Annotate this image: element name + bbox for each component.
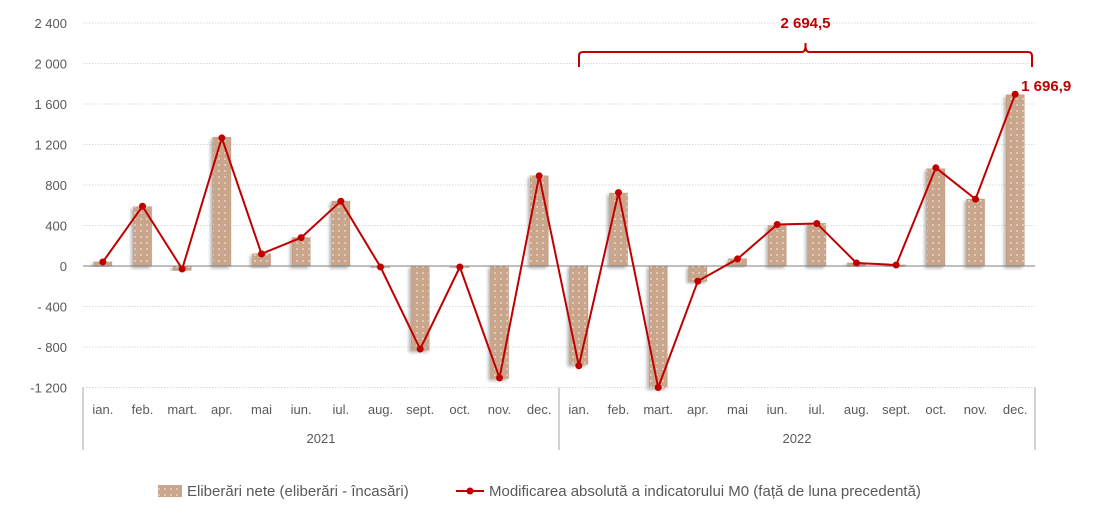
x-tick-label: aug.	[368, 402, 393, 417]
y-tick-label: - 400	[37, 300, 67, 315]
x-tick-label: nov.	[964, 402, 988, 417]
line-point	[892, 261, 900, 269]
x-tick-label: sept.	[882, 402, 910, 417]
bar	[291, 237, 311, 267]
year-label: 2021	[307, 431, 336, 446]
series-line	[102, 93, 1017, 392]
line-point	[337, 197, 345, 205]
x-tick-label: feb.	[608, 402, 630, 417]
y-tick-label: -1 200	[30, 381, 67, 396]
y-tick-label: 2 000	[34, 57, 67, 72]
line-point	[456, 263, 464, 271]
line-point	[654, 384, 662, 391]
bar	[529, 175, 549, 267]
x-tick-label: oct.	[925, 402, 946, 417]
last-value-label: 1 696,9	[1021, 78, 1071, 95]
line-point	[1011, 90, 1019, 98]
bar	[767, 225, 787, 267]
x-tick-label: iul.	[333, 402, 350, 417]
line-point	[813, 219, 821, 227]
x-tick-label: sept.	[406, 402, 434, 417]
x-tick-label: mart.	[643, 402, 673, 417]
brace-2022	[578, 43, 1033, 67]
legend-line-label: Modificarea absolută a indicatorului M0 …	[489, 483, 921, 500]
line-point	[297, 234, 305, 242]
x-tick-label: nov.	[488, 402, 512, 417]
x-tick-label: iun.	[291, 402, 312, 417]
x-tick-label: feb.	[132, 402, 154, 417]
x-tick-label: iun.	[767, 402, 788, 417]
y-tick-label: 400	[45, 219, 67, 234]
y-tick-label: 0	[60, 259, 67, 274]
y-tick-label: - 800	[37, 340, 67, 355]
line-point	[178, 265, 186, 273]
line-point	[773, 220, 781, 228]
x-tick-label: mai	[727, 402, 748, 417]
y-tick-label: 1 600	[34, 97, 67, 112]
bar	[966, 198, 985, 267]
x-tick-label: ian.	[568, 402, 589, 417]
line-point	[377, 263, 384, 271]
line-point	[972, 195, 979, 203]
line-point	[416, 345, 424, 353]
line-point	[853, 259, 860, 267]
line-point	[99, 258, 107, 266]
legend-bar-label: Eliberări nete (eliberări - încasări)	[187, 483, 409, 500]
bar	[609, 192, 628, 267]
x-tick-label: ian.	[92, 402, 113, 417]
line-point	[575, 362, 583, 370]
x-tick-label: apr.	[211, 402, 233, 417]
line-point	[615, 189, 622, 197]
bar	[569, 265, 589, 365]
x-tick-label: dec.	[1003, 402, 1028, 417]
x-tick-label: dec.	[527, 402, 552, 417]
line-point	[535, 172, 543, 180]
legend-bar-swatch	[158, 485, 182, 497]
x-tick-label: mai	[251, 402, 272, 417]
line-point	[258, 250, 265, 258]
y-tick-label: 800	[45, 178, 67, 193]
line-point	[218, 134, 226, 142]
x-tick-label: apr.	[687, 402, 709, 417]
bar	[1005, 94, 1025, 267]
x-tick-label: aug.	[844, 402, 869, 417]
year-label: 2022	[783, 431, 812, 446]
x-tick-label: mart.	[167, 402, 197, 417]
line-point	[496, 374, 503, 382]
line-point	[932, 164, 940, 172]
x-tick-label: iul.	[809, 402, 826, 417]
y-tick-label: 2 400	[34, 16, 67, 31]
legend-line-marker	[466, 487, 474, 495]
x-tick-label: oct.	[449, 402, 470, 417]
line-point	[139, 202, 146, 210]
line-point	[734, 255, 741, 263]
line-point	[694, 277, 702, 285]
brace-total-label: 2 694,5	[780, 15, 830, 32]
y-tick-label: 1 200	[34, 138, 67, 153]
